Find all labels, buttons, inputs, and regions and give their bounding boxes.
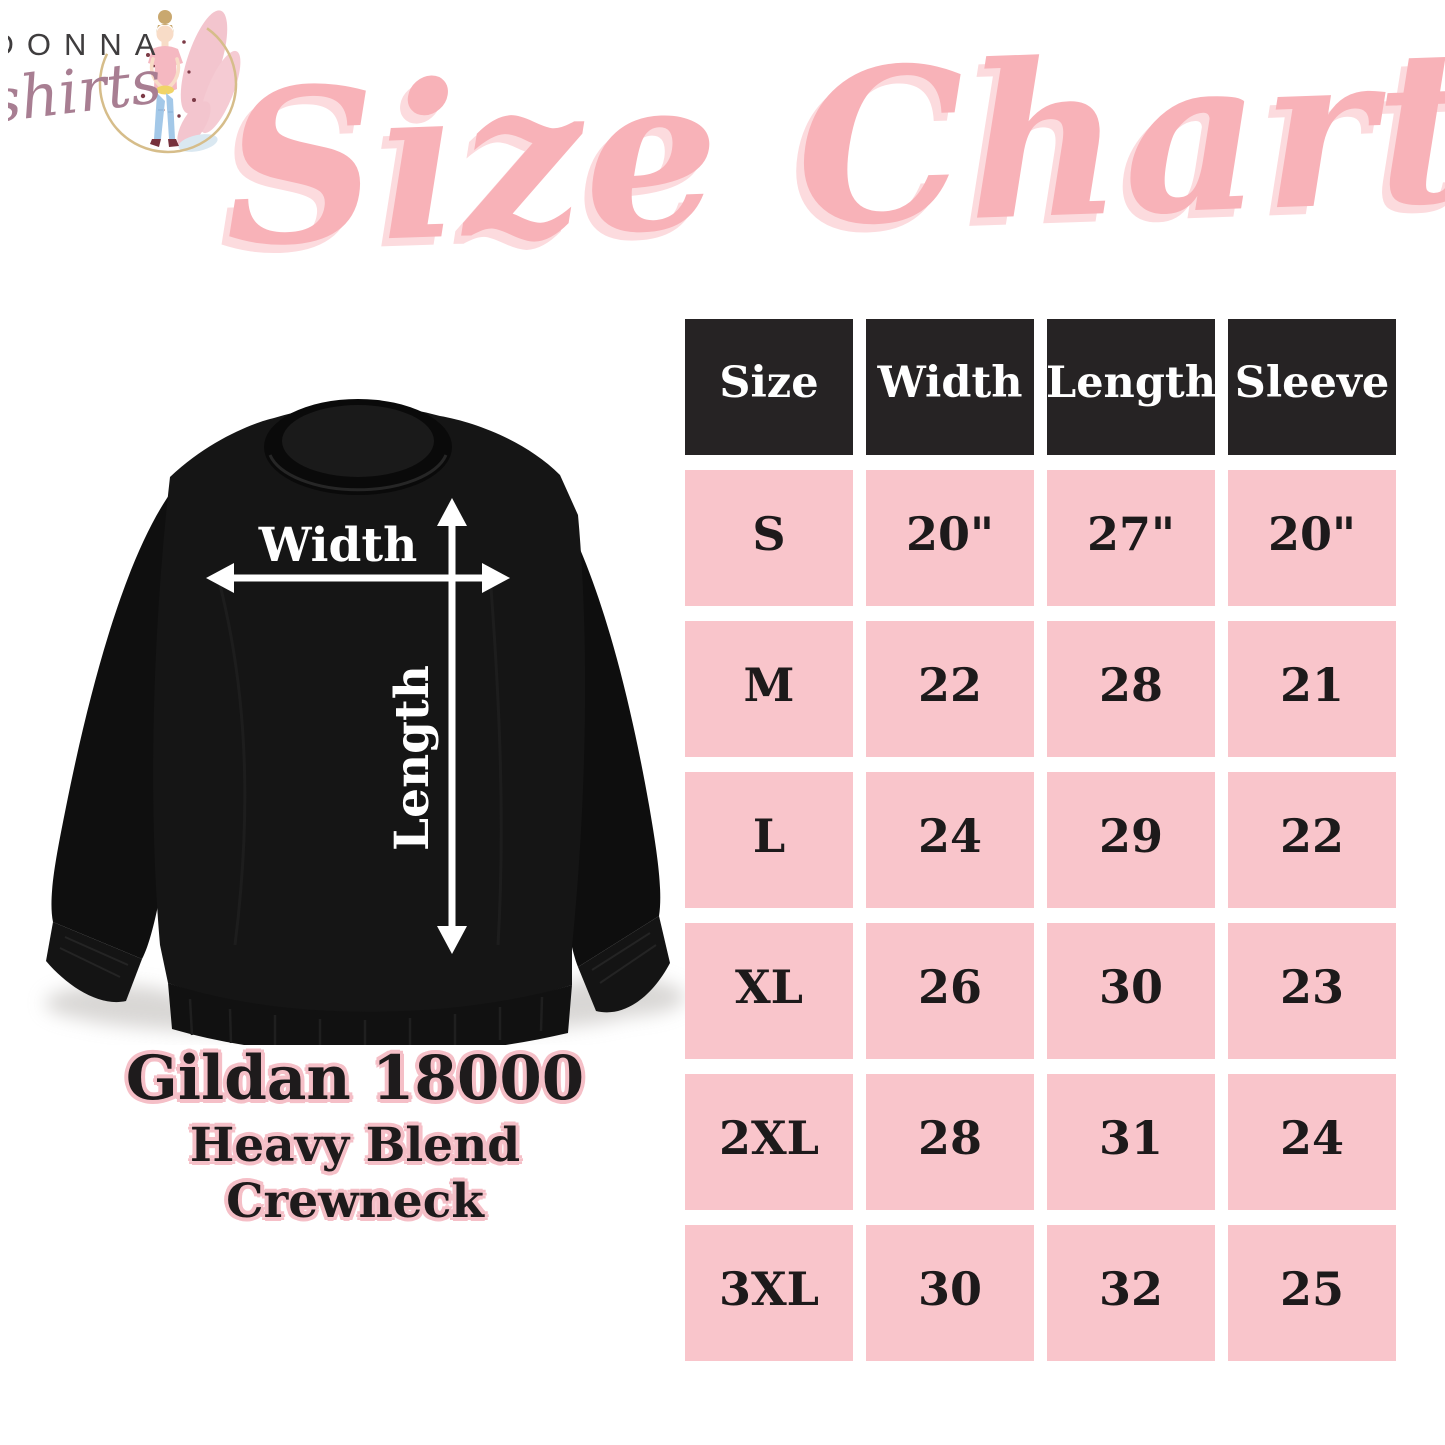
cell-2xl-sleeve: 24 [1228,1074,1396,1210]
cell-m-size: M [685,621,853,757]
length-arrow [437,498,467,954]
cell-m-length: 28 [1047,621,1215,757]
width-arrow [206,563,510,593]
cell-3xl-length: 32 [1047,1225,1215,1361]
sweatshirt-collar [264,399,452,495]
width-label: Width [258,518,418,573]
cell-2xl-width: 28 [866,1074,1034,1210]
cell-xl-width: 26 [866,923,1034,1059]
cell-s-sleeve: 20" [1228,470,1396,606]
cell-xl-length: 30 [1047,923,1215,1059]
cell-2xl-length: 31 [1047,1074,1215,1210]
sweatshirt-body [153,404,586,1056]
column-header-sleeve: Sleeve [1228,319,1396,455]
cell-3xl-sleeve: 25 [1228,1225,1396,1361]
cell-s-width: 20" [866,470,1034,606]
cell-l-size: L [685,772,853,908]
column-header-size: Size [685,319,853,455]
brand-logo: DONNA shirts [8,0,258,165]
length-label: Length [385,665,440,851]
gold-circle [98,14,238,154]
sweatshirt-measurement-diagram: Width Length [20,385,700,1056]
cell-m-width: 22 [866,621,1034,757]
brand-name-text: DONNA [8,27,168,62]
cell-3xl-size: 3XL [685,1225,853,1361]
woman-figure-illustration [148,10,183,147]
column-header-length: Length [1046,319,1216,455]
product-style: Heavy Blend Crewneck [189,1118,521,1229]
cell-l-width: 24 [866,772,1034,908]
column-header-width: Width [866,319,1034,455]
cell-m-sleeve: 21 [1228,621,1396,757]
product-name: Gildan 18000 Heavy Blend Crewneck [55,1046,655,1230]
cell-xl-sleeve: 23 [1228,923,1396,1059]
page-title: Size Chart [219,0,1445,294]
sweatshirt-graphic: Width Length [45,399,685,1056]
cell-3xl-width: 30 [866,1225,1034,1361]
cell-l-sleeve: 22 [1228,772,1396,908]
cell-l-length: 29 [1047,772,1215,908]
brand-logo-graphic: DONNA shirts [8,10,241,154]
size-chart-table: Size Width Length Sleeve S 20" 27" 20" M… [685,319,1396,1361]
cell-2xl-size: 2XL [685,1074,853,1210]
cell-xl-size: XL [685,923,853,1059]
cell-s-size: S [685,470,853,606]
product-model: Gildan 18000 [125,1043,585,1114]
cell-s-length: 27" [1047,470,1215,606]
